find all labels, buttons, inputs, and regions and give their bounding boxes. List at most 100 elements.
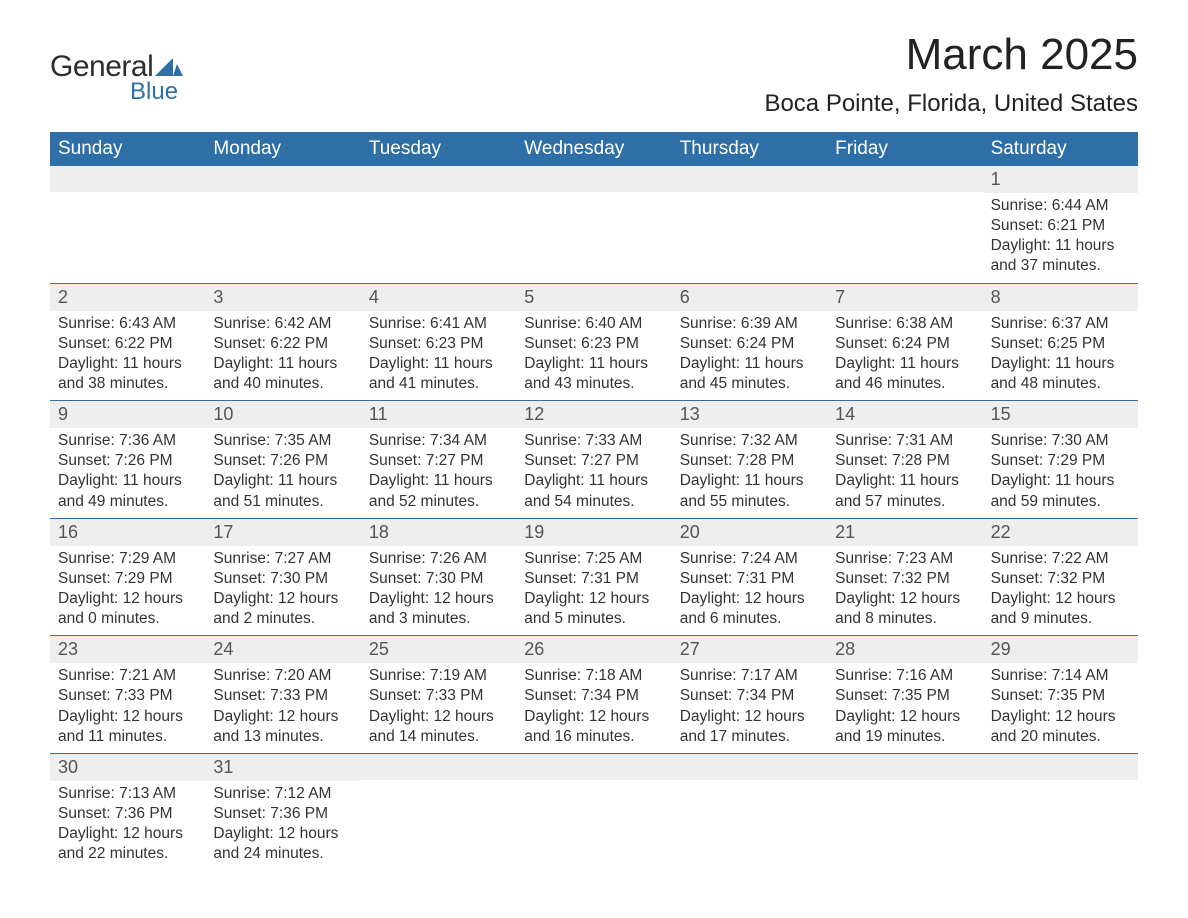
calendar-week: 9Sunrise: 7:36 AMSunset: 7:26 PMDaylight… (50, 400, 1138, 518)
calendar-week: 23Sunrise: 7:21 AMSunset: 7:33 PMDayligh… (50, 635, 1138, 753)
sunrise-text: Sunrise: 6:37 AM (991, 314, 1130, 334)
daylight-text: and 59 minutes. (991, 492, 1130, 512)
daylight-text: Daylight: 12 hours (991, 707, 1130, 727)
calendar-day (516, 166, 671, 283)
day-number: 28 (827, 636, 982, 663)
calendar-day: 2Sunrise: 6:43 AMSunset: 6:22 PMDaylight… (50, 284, 205, 401)
daylight-text: and 54 minutes. (524, 492, 663, 512)
day-number: 6 (672, 284, 827, 311)
logo-text-blue: Blue (130, 78, 178, 106)
sunset-text: Sunset: 7:26 PM (58, 451, 197, 471)
sunset-text: Sunset: 7:27 PM (524, 451, 663, 471)
daylight-text: Daylight: 11 hours (524, 471, 663, 491)
sunset-text: Sunset: 7:33 PM (58, 686, 197, 706)
daylight-text: Daylight: 11 hours (680, 354, 819, 374)
sunrise-text: Sunrise: 6:38 AM (835, 314, 974, 334)
day-details: Sunrise: 6:42 AMSunset: 6:22 PMDaylight:… (205, 311, 360, 401)
daylight-text: and 6 minutes. (680, 609, 819, 629)
daylight-text: Daylight: 11 hours (213, 471, 352, 491)
sunset-text: Sunset: 7:35 PM (835, 686, 974, 706)
sunrise-text: Sunrise: 7:21 AM (58, 666, 197, 686)
daylight-text: Daylight: 11 hours (991, 236, 1130, 256)
daylight-text: and 8 minutes. (835, 609, 974, 629)
calendar-day (827, 754, 982, 871)
daylight-text: and 13 minutes. (213, 727, 352, 747)
day-number: 9 (50, 401, 205, 428)
sunrise-text: Sunrise: 7:30 AM (991, 431, 1130, 451)
sunrise-text: Sunrise: 7:27 AM (213, 549, 352, 569)
calendar-week: 30Sunrise: 7:13 AMSunset: 7:36 PMDayligh… (50, 753, 1138, 871)
calendar-day: 20Sunrise: 7:24 AMSunset: 7:31 PMDayligh… (672, 519, 827, 636)
weekday-header: Tuesday (361, 132, 516, 166)
calendar-day (827, 166, 982, 283)
day-details: Sunrise: 6:41 AMSunset: 6:23 PMDaylight:… (361, 311, 516, 401)
day-number: 4 (361, 284, 516, 311)
weekday-header: Saturday (983, 132, 1138, 166)
sunrise-text: Sunrise: 7:34 AM (369, 431, 508, 451)
day-number: 13 (672, 401, 827, 428)
sunrise-text: Sunrise: 6:44 AM (991, 196, 1130, 216)
daylight-text: and 2 minutes. (213, 609, 352, 629)
daylight-text: and 52 minutes. (369, 492, 508, 512)
daylight-text: and 0 minutes. (58, 609, 197, 629)
day-number (361, 166, 516, 192)
calendar-day: 13Sunrise: 7:32 AMSunset: 7:28 PMDayligh… (672, 401, 827, 518)
day-details: Sunrise: 7:20 AMSunset: 7:33 PMDaylight:… (205, 663, 360, 753)
day-number (827, 166, 982, 192)
day-details: Sunrise: 7:36 AMSunset: 7:26 PMDaylight:… (50, 428, 205, 518)
location: Boca Pointe, Florida, United States (764, 90, 1138, 118)
daylight-text: and 24 minutes. (213, 844, 352, 864)
sunrise-text: Sunrise: 6:42 AM (213, 314, 352, 334)
day-number (672, 754, 827, 780)
daylight-text: and 3 minutes. (369, 609, 508, 629)
daylight-text: Daylight: 12 hours (369, 589, 508, 609)
sunrise-text: Sunrise: 7:12 AM (213, 784, 352, 804)
day-details: Sunrise: 7:29 AMSunset: 7:29 PMDaylight:… (50, 546, 205, 636)
calendar-day: 11Sunrise: 7:34 AMSunset: 7:27 PMDayligh… (361, 401, 516, 518)
calendar-day: 25Sunrise: 7:19 AMSunset: 7:33 PMDayligh… (361, 636, 516, 753)
sunrise-text: Sunrise: 7:20 AM (213, 666, 352, 686)
calendar-day: 19Sunrise: 7:25 AMSunset: 7:31 PMDayligh… (516, 519, 671, 636)
daylight-text: and 22 minutes. (58, 844, 197, 864)
sunset-text: Sunset: 6:24 PM (680, 334, 819, 354)
daylight-text: Daylight: 11 hours (213, 354, 352, 374)
calendar-day (50, 166, 205, 283)
day-number (516, 166, 671, 192)
daylight-text: and 20 minutes. (991, 727, 1130, 747)
daylight-text: Daylight: 12 hours (835, 707, 974, 727)
sunset-text: Sunset: 6:21 PM (991, 216, 1130, 236)
calendar-day: 7Sunrise: 6:38 AMSunset: 6:24 PMDaylight… (827, 284, 982, 401)
calendar-week: 16Sunrise: 7:29 AMSunset: 7:29 PMDayligh… (50, 518, 1138, 636)
sunrise-text: Sunrise: 7:33 AM (524, 431, 663, 451)
daylight-text: Daylight: 11 hours (369, 354, 508, 374)
daylight-text: and 17 minutes. (680, 727, 819, 747)
sunrise-text: Sunrise: 7:35 AM (213, 431, 352, 451)
daylight-text: Daylight: 11 hours (58, 471, 197, 491)
sunrise-text: Sunrise: 7:31 AM (835, 431, 974, 451)
day-number: 2 (50, 284, 205, 311)
daylight-text: and 11 minutes. (58, 727, 197, 747)
weekday-header: Monday (205, 132, 360, 166)
daylight-text: and 5 minutes. (524, 609, 663, 629)
day-details: Sunrise: 6:39 AMSunset: 6:24 PMDaylight:… (672, 311, 827, 401)
daylight-text: and 9 minutes. (991, 609, 1130, 629)
sunset-text: Sunset: 7:33 PM (369, 686, 508, 706)
sunset-text: Sunset: 6:23 PM (524, 334, 663, 354)
sunset-text: Sunset: 7:36 PM (213, 804, 352, 824)
day-number (361, 754, 516, 780)
day-details: Sunrise: 6:38 AMSunset: 6:24 PMDaylight:… (827, 311, 982, 401)
daylight-text: and 57 minutes. (835, 492, 974, 512)
day-number (983, 754, 1138, 780)
sunrise-text: Sunrise: 7:17 AM (680, 666, 819, 686)
sunset-text: Sunset: 7:34 PM (524, 686, 663, 706)
day-number: 29 (983, 636, 1138, 663)
day-details: Sunrise: 7:35 AMSunset: 7:26 PMDaylight:… (205, 428, 360, 518)
day-number: 7 (827, 284, 982, 311)
weekday-header: Sunday (50, 132, 205, 166)
day-details: Sunrise: 7:17 AMSunset: 7:34 PMDaylight:… (672, 663, 827, 753)
calendar-day: 30Sunrise: 7:13 AMSunset: 7:36 PMDayligh… (50, 754, 205, 871)
day-number: 19 (516, 519, 671, 546)
day-number: 10 (205, 401, 360, 428)
sunrise-text: Sunrise: 7:23 AM (835, 549, 974, 569)
calendar-week: 2Sunrise: 6:43 AMSunset: 6:22 PMDaylight… (50, 283, 1138, 401)
